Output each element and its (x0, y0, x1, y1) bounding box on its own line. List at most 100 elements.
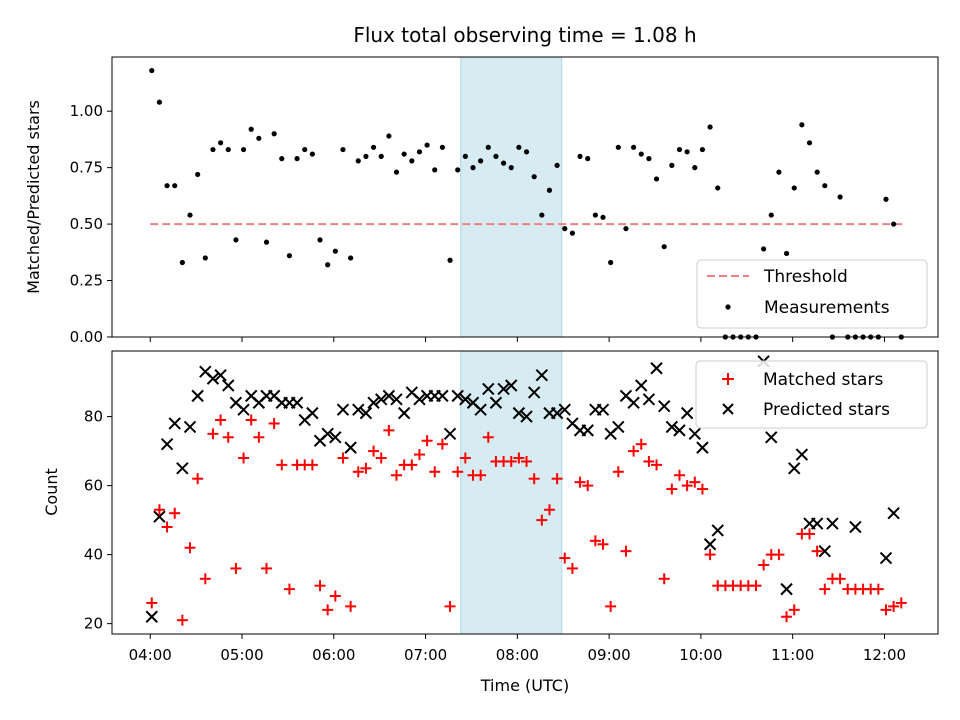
bottom-y-tick-label: 80 (84, 408, 103, 426)
measurement-point (164, 183, 170, 189)
measurement-point (508, 165, 514, 171)
matched-stars-point (161, 521, 173, 533)
measurement-point (653, 176, 660, 182)
top-y-tick-label: 1.00 (70, 102, 103, 120)
predicted-stars-point (451, 389, 464, 403)
predicted-stars-point (222, 379, 235, 392)
measurements-legend-label: Measurements (764, 298, 890, 318)
measurement-point (776, 169, 782, 175)
measurement-point (340, 146, 346, 153)
matched-stars-point (444, 600, 456, 612)
matched-stars-point (314, 580, 326, 592)
matched-stars-point (666, 483, 678, 495)
top-y-tick-label: 0.75 (70, 159, 103, 177)
predicted-stars-point (206, 372, 220, 385)
bottom-x-axis: 04:00 05:00 06:00 07:00 08:00 09:00 10:00 11:00… (129, 634, 906, 664)
matched-stars-point (329, 590, 341, 602)
matched-stars-point (306, 459, 318, 471)
matched-stars-point (551, 473, 563, 485)
predicted-stars-point (352, 403, 365, 416)
predicted-stars-point (680, 406, 694, 420)
measurement-point (210, 146, 216, 153)
measurement-point (791, 185, 797, 191)
matched-stars-point (436, 438, 448, 450)
measurement-point (539, 212, 545, 218)
predicted-stars-point (168, 417, 181, 430)
matched-stars-point (834, 573, 846, 585)
bottom-y-axis: 20 40 60 80 (84, 408, 112, 633)
top-y-tick-label: 0.25 (70, 272, 103, 290)
matched-stars-point (643, 455, 655, 467)
matched-stars-point (689, 476, 701, 488)
matched-stars-point (192, 473, 204, 485)
matched-stars-point (635, 438, 647, 450)
predicted-stars-point (711, 524, 724, 537)
matched-stars-point (505, 455, 517, 467)
predicted-stars-point (818, 544, 832, 558)
measurement-point (500, 160, 507, 166)
matched-stars-point (260, 562, 272, 574)
matched-legend-swatch (722, 373, 734, 385)
measurement-point (462, 153, 468, 159)
predicted-stars-point (788, 462, 801, 475)
bottom-y-axis-label: Count (42, 468, 61, 516)
top-y-axis-label: Matched/Predicted stars (24, 100, 43, 294)
measurement-point (600, 214, 606, 220)
matched-stars-point (482, 431, 494, 443)
predicted-stars-point (459, 393, 472, 406)
matched-stars-point (322, 604, 334, 616)
measurement-point (363, 153, 369, 159)
matched-stars-point (283, 583, 295, 595)
measurement-point (669, 162, 675, 168)
measurement-point (202, 255, 208, 261)
measurement-point (546, 187, 553, 193)
predicted-stars-point (160, 437, 174, 451)
predicted-stars-point (489, 396, 503, 409)
predicted-stars-point (550, 406, 564, 420)
predicted-stars-point (367, 396, 380, 409)
matched-stars-point (651, 459, 663, 471)
measurement-point (562, 226, 568, 232)
measurement-point (554, 162, 560, 168)
matched-stars-point (176, 614, 188, 626)
measurement-point (577, 153, 583, 159)
measurement-point (523, 149, 530, 155)
matched-stars-point (880, 604, 892, 616)
measurement-point (271, 131, 277, 137)
measurement-point (684, 149, 690, 155)
matched-stars-point (612, 466, 624, 478)
predicted-stars-point (887, 507, 900, 520)
measurement-point (378, 153, 384, 159)
predicted-stars-point (505, 379, 518, 392)
bottom-plot-frame (111, 350, 939, 635)
measurement-point (822, 183, 828, 189)
matched-stars-point (536, 514, 548, 526)
measurement-point (814, 169, 820, 175)
predicted-stars-point (390, 393, 403, 406)
matched-stars-point (459, 452, 471, 464)
measurement-point (608, 259, 614, 266)
measurement-point (325, 262, 331, 268)
matched-stars-point (528, 473, 540, 485)
predicted-stars-point (176, 462, 189, 475)
predicted-stars-point (810, 517, 824, 530)
predicted-stars-point (657, 400, 671, 413)
matched-stars-point (597, 538, 609, 550)
bottom-highlight-span (460, 350, 563, 635)
bottom-y-tick-label: 60 (84, 477, 103, 495)
measurement-point (470, 165, 476, 171)
predicted-stars-point (436, 389, 449, 403)
matched-stars-series (146, 414, 907, 626)
matched-stars-point (245, 414, 257, 426)
predicted-stars-point (627, 396, 640, 409)
bottom-x-tick-label: 10:00 (679, 646, 722, 664)
predicted-stars-point (214, 368, 227, 382)
matched-stars-point (268, 417, 280, 429)
predicted-stars-point (375, 393, 388, 406)
bottom-x-tick-label: 07:00 (404, 646, 447, 664)
predicted-stars-point (635, 379, 648, 392)
matched-stars-point (146, 597, 158, 609)
predicted-stars-point (359, 406, 373, 420)
predicted-stars-point (397, 406, 411, 420)
